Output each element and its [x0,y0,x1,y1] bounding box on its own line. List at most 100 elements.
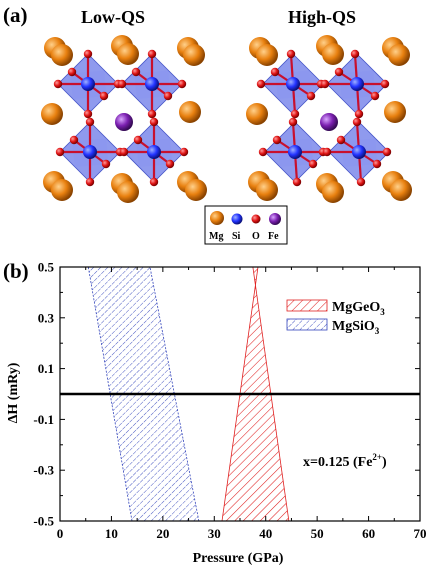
mg-atom [117,43,139,65]
si-atom [83,145,97,159]
x-tick-label: 0 [57,526,64,541]
o-atom [256,79,266,89]
mg-atom-swatch [210,211,224,225]
y-tick-label: 0.1 [38,361,54,376]
o-atom [290,109,300,119]
high-qs-title: High-QS [288,7,356,27]
x-axis-label: Pressure (GPa) [193,551,284,566]
panel-a-label: (a) [3,3,28,27]
mg-atom [322,181,344,203]
mg-atom [256,179,278,201]
high-qs-structure [246,35,412,203]
o-atom [272,135,282,145]
o-atom [99,91,109,101]
y-tick-label: -0.3 [33,463,54,478]
o-atom [286,49,296,59]
mg-atom [390,179,412,201]
o-atom [53,79,63,89]
o-atom [372,159,382,169]
o-atom [320,79,330,89]
o-atom [149,177,159,187]
x-tick-label: 10 [105,526,118,541]
fe-atom-swatch [269,213,281,225]
o-atom [133,135,143,145]
mg-atom [384,101,406,123]
o-atom [352,117,362,127]
o-atom [336,135,346,145]
o-atom [177,79,187,89]
o-atom-swatch [251,214,261,224]
mg-atom [256,44,278,66]
o-atom [322,147,332,157]
o-atom [147,49,157,59]
si-atom [350,77,364,91]
x-tick-label: 30 [208,526,221,541]
y-tick-label: 0.3 [38,310,55,325]
si-atom [288,145,302,159]
y-tick-label: -0.5 [33,514,54,529]
o-atom [101,159,111,169]
low-qs-title: Low-QS [81,7,145,27]
x-tick-label: 40 [259,526,272,541]
legend-fe-label: Fe [268,231,279,242]
enthalpy-chart: 0 10 20 30 40 50 60 70 -0.5 -0.3 -0.1 0.1 0.3 0.5 MgG… [6,260,427,567]
o-atom [380,79,390,89]
o-atom [382,147,392,157]
mg-atom [179,101,201,123]
o-atom [356,177,366,187]
o-atom [292,177,302,187]
y-axis-label: ΔH (mRy) [6,362,21,423]
o-atom [147,109,157,119]
panel-b-label: (b) [3,259,29,283]
legend-mg-label: Mg [209,231,223,242]
o-atom [334,67,344,77]
atom-legend: Mg Si O Fe [204,205,288,245]
o-atom [149,117,159,127]
o-atom [131,67,141,77]
mg-atom [388,44,410,66]
o-atom [179,147,189,157]
x-tick-label: 60 [362,526,375,541]
mg-atom [322,43,344,65]
band-edge [149,266,200,522]
chart-legend: MgGeO3 MgSiO3 [286,299,385,336]
o-atom [119,147,129,157]
composition-annotation: x=0.125 (Fe2+) [303,452,387,470]
o-atom [350,49,360,59]
o-atom [83,109,93,119]
mg-atom [185,179,207,201]
x-tick-label: 20 [156,526,169,541]
o-atom [163,91,173,101]
legend-swatch-mgsio [286,318,328,331]
mg-atom [51,44,73,66]
si-atom-swatch [231,213,243,225]
axis-ticks: 0 10 20 30 40 50 60 70 -0.5 -0.3 -0.1 0.1 0.3 0.5 [33,260,426,542]
legend-label-mggeo: MgGeO3 [332,300,385,317]
y-tick-label: -0.1 [33,412,54,427]
o-atom [69,135,79,145]
y-tick-label: 0.5 [38,260,55,275]
band-edge [87,266,133,522]
o-atom [258,147,268,157]
x-tick-label: 50 [311,526,324,541]
o-atom [55,147,65,157]
legend-o-label: O [252,231,260,242]
o-atom [354,109,364,119]
o-atom [83,49,93,59]
mg-atom [183,44,205,66]
si-atom [286,77,300,91]
mg-atom [246,103,268,125]
o-atom [117,79,127,89]
o-atom [370,91,380,101]
legend-label-mgsio: MgSiO3 [332,319,380,336]
si-atom [145,77,159,91]
o-atom [67,67,77,77]
o-atom [308,159,318,169]
si-atom [147,145,161,159]
o-atom [165,159,175,169]
mg-atom [51,179,73,201]
o-atom [306,91,316,101]
mg-atom [117,181,139,203]
o-atom [288,117,298,127]
